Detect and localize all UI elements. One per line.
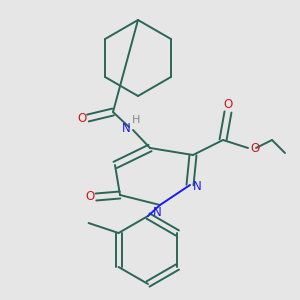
- Text: N: N: [153, 206, 161, 220]
- Text: N: N: [122, 122, 130, 134]
- Text: O: O: [77, 112, 87, 124]
- Text: O: O: [250, 142, 260, 154]
- Text: O: O: [224, 98, 232, 112]
- Text: H: H: [132, 115, 140, 125]
- Text: N: N: [193, 181, 201, 194]
- Text: O: O: [85, 190, 94, 203]
